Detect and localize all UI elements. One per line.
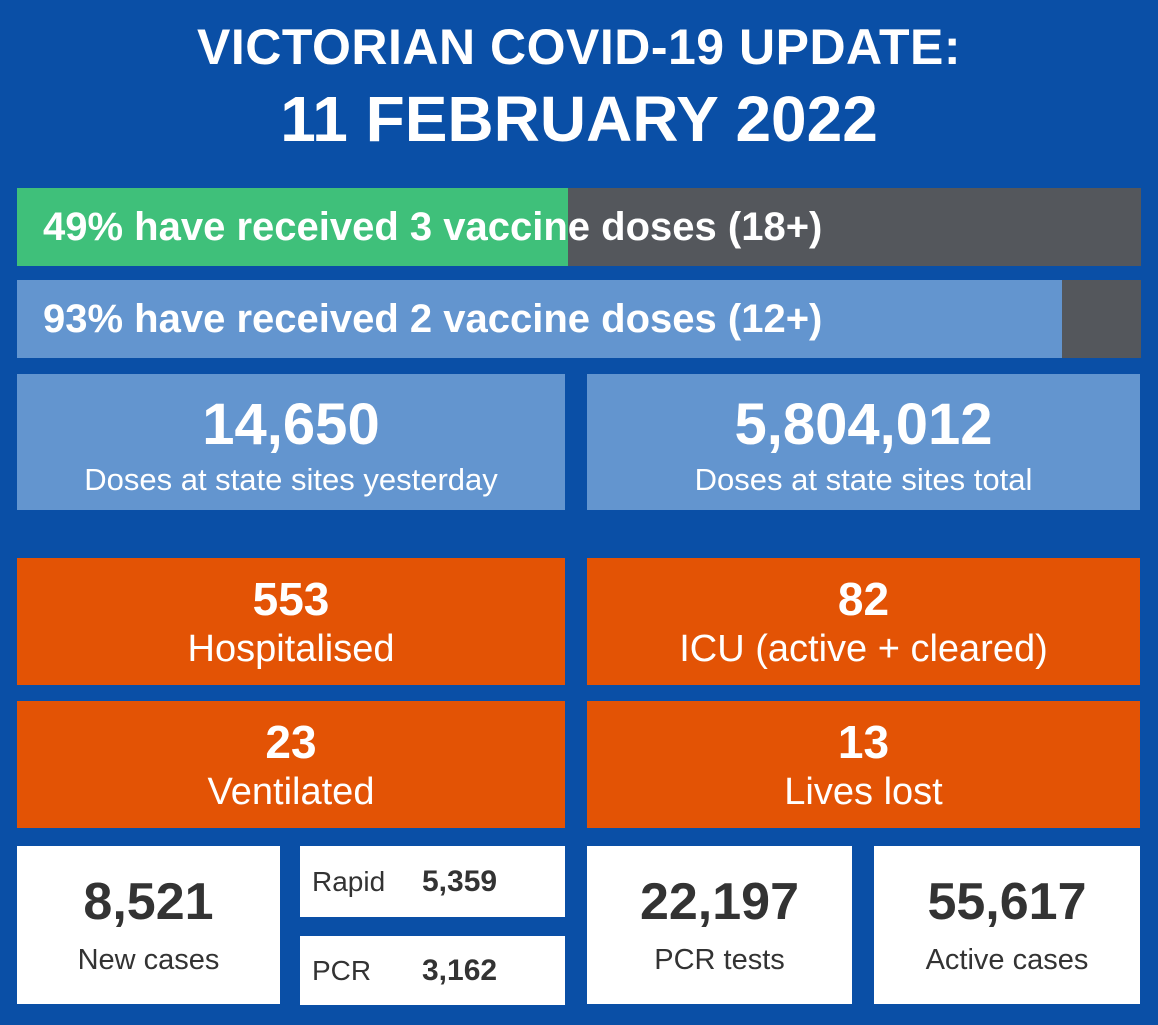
new-cases-value: 8,521 <box>83 873 214 931</box>
lives-lost-label: Lives lost <box>784 771 943 813</box>
active-cases-label: Active cases <box>925 944 1089 976</box>
doses-yesterday-label: Doses at state sites yesterday <box>84 462 498 497</box>
icu-card: 82 ICU (active + cleared) <box>587 558 1140 685</box>
active-cases-value: 55,617 <box>927 873 1087 931</box>
lives-lost-card: 13 Lives lost <box>587 701 1140 828</box>
vaccine-bar-2-doses-text: 93% have received 2 vaccine doses (12+) <box>43 297 823 341</box>
pcr-tests-card: 22,197 PCR tests <box>587 846 852 1004</box>
vaccine-bar-3-doses-text: 49% have received 3 vaccine doses (18+) <box>43 205 823 249</box>
pcr-value: 3,162 <box>422 953 498 987</box>
new-cases-card: 8,521 New cases <box>17 846 280 1004</box>
ventilated-card: 23 Ventilated <box>17 701 565 828</box>
hospitalised-value: 553 <box>252 573 330 625</box>
pcr-tests-value: 22,197 <box>639 873 800 931</box>
doses-total-label: Doses at state sites total <box>694 462 1033 497</box>
pcr-cases-card: PCR 3,162 <box>300 936 565 1005</box>
doses-yesterday-card: 14,650 Doses at state sites yesterday <box>17 374 565 510</box>
rapid-value: 5,359 <box>422 864 498 898</box>
doses-yesterday-value: 14,650 <box>202 392 380 457</box>
title-date: 11 FEBRUARY 2022 <box>280 83 878 155</box>
hospitalised-card: 553 Hospitalised <box>17 558 565 685</box>
doses-total-value: 5,804,012 <box>734 392 993 457</box>
icu-label: ICU (active + cleared) <box>679 628 1048 670</box>
lives-lost-value: 13 <box>837 716 890 768</box>
pcr-tests-label: PCR tests <box>654 944 785 976</box>
doses-total-card: 5,804,012 Doses at state sites total <box>587 374 1140 510</box>
hospitalised-label: Hospitalised <box>187 628 395 670</box>
ventilated-label: Ventilated <box>207 771 375 813</box>
active-cases-card: 55,617 Active cases <box>874 846 1140 1004</box>
pcr-label: PCR <box>312 954 372 986</box>
vaccine-bar-3-doses-fill <box>17 188 568 266</box>
vaccine-bar-2-doses: 93% have received 2 vaccine doses (12+) <box>17 280 1141 358</box>
icu-value: 82 <box>837 573 890 625</box>
vaccine-bar-2-doses-fill <box>17 280 1063 358</box>
title-line-1: VICTORIAN COVID-19 UPDATE: <box>196 19 961 75</box>
ventilated-value: 23 <box>265 716 317 768</box>
rapid-cases-card: Rapid 5,359 <box>300 846 565 917</box>
rapid-label: Rapid <box>312 865 386 897</box>
new-cases-label: New cases <box>77 944 220 976</box>
vaccine-bar-3-doses: 49% have received 3 vaccine doses (18+) <box>17 188 1141 266</box>
